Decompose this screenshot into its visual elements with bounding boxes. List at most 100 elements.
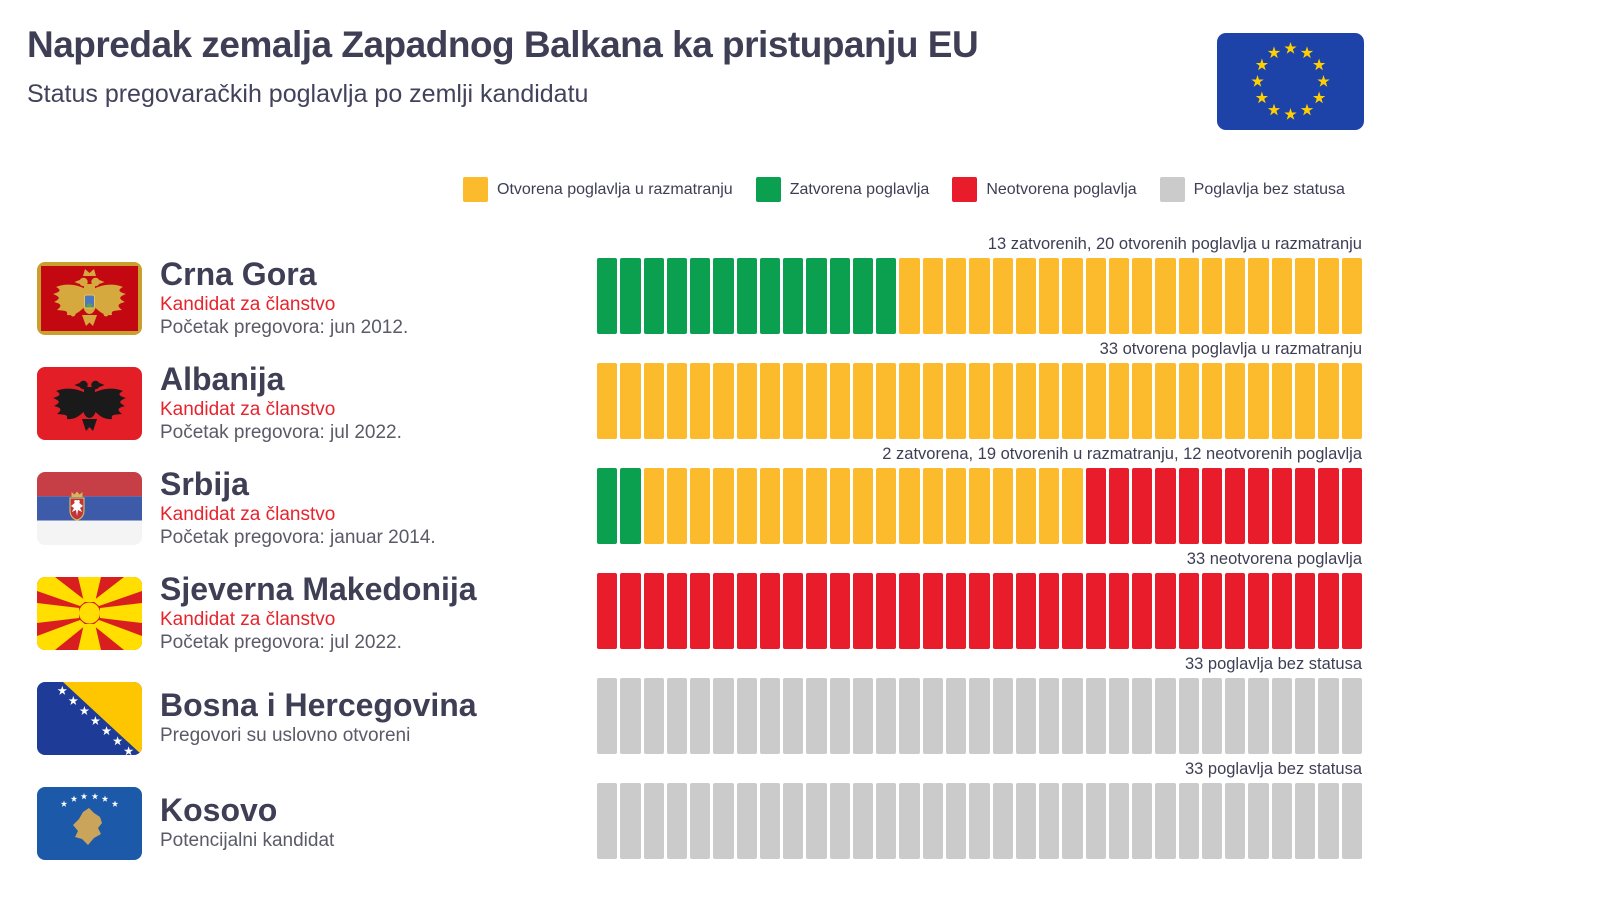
chapter-segment-no_status — [945, 678, 967, 754]
chapter-segment-open — [620, 363, 641, 439]
legend-item-open: Otvorena poglavlja u razmatranju — [463, 177, 733, 202]
legend-label: Poglavlja bez statusa — [1193, 180, 1345, 198]
chapter-segment-no_status — [1248, 783, 1269, 859]
chapter-segment-no_status — [736, 783, 757, 859]
country-status: Kandidat za članstvo — [160, 503, 336, 525]
chapter-segment-open — [736, 468, 757, 544]
chapter-segment-closed — [806, 258, 827, 334]
chapters-chart: 33 otvorena poglavlja u razmatranju — [597, 337, 1362, 442]
chapter-segment-no_status — [852, 678, 874, 754]
chapters-bar-sjeverna-makedonija — [597, 573, 1362, 649]
chapters-chart: 13 zatvorenih, 20 otvorenih poglavlja u … — [597, 232, 1362, 337]
chapter-segment-no_status — [806, 678, 827, 754]
chapter-segment-no_status — [759, 783, 781, 859]
chapters-chart: 33 neotvorena poglavlja — [597, 547, 1362, 652]
bar-annotation: 33 poglavlja bez statusa — [1184, 760, 1362, 778]
chapter-segment-closed — [643, 258, 664, 334]
page-subtitle: Status pregovaračkih poglavlja po zemlji… — [27, 80, 589, 108]
chapter-segment-unopened — [736, 573, 757, 649]
chapter-segment-no_status — [1132, 783, 1153, 859]
chapter-segment-no_status — [1318, 678, 1339, 754]
legend-label: Zatvorena poglavlja — [789, 180, 930, 198]
bar-annotation: 2 zatvorena, 19 otvorenih u razmatranju,… — [882, 445, 1362, 463]
legend-swatch-closed-icon — [755, 177, 781, 202]
country-info: Srbija Kandidat za članstvo Početak preg… — [160, 464, 436, 550]
chapter-segment-no_status — [1341, 783, 1362, 859]
chapter-segment-unopened — [922, 573, 943, 649]
chapter-segment-no_status — [992, 783, 1013, 859]
country-info: Crna Gora Kandidat za članstvo Početak p… — [160, 254, 408, 340]
chapter-segment-no_status — [1085, 678, 1106, 754]
chapter-segment-open — [1341, 258, 1362, 334]
chapter-segment-open — [922, 363, 943, 439]
chapter-segment-closed — [876, 258, 897, 334]
chapters-chart: 33 poglavlja bez statusa — [597, 757, 1362, 862]
chapter-segment-open — [1271, 363, 1292, 439]
chapter-segment-open — [1015, 363, 1037, 439]
chapter-segment-unopened — [1039, 573, 1060, 649]
chapter-segment-open — [1201, 258, 1223, 334]
chapter-segment-no_status — [666, 678, 688, 754]
albania-flag-icon — [37, 367, 142, 440]
chapter-segment-no_status — [1155, 783, 1176, 859]
chapter-segment-no_status — [992, 678, 1013, 754]
country-detail: Početak pregovora: jul 2022. — [160, 631, 402, 653]
chapter-segment-closed — [620, 468, 641, 544]
chapter-segment-open — [899, 363, 920, 439]
chapter-segment-open — [1039, 258, 1060, 334]
chapter-segment-open — [1132, 363, 1153, 439]
chapter-segment-no_status — [1039, 783, 1060, 859]
chapter-segment-open — [852, 468, 874, 544]
chapter-segment-open — [1225, 363, 1246, 439]
legend-swatch-open-icon — [463, 177, 488, 202]
chapter-segment-unopened — [1248, 468, 1269, 544]
country-info: Bosna i Hercegovina Pregovori su uslovno… — [160, 674, 477, 760]
chapters-bar-kosovo — [597, 783, 1362, 859]
chapter-segment-open — [992, 363, 1013, 439]
chapter-segment-unopened — [1294, 573, 1316, 649]
chapter-segment-open — [783, 468, 804, 544]
chapter-segment-no_status — [1015, 678, 1037, 754]
chapter-segment-unopened — [1318, 573, 1339, 649]
north-macedonia-flag-icon — [37, 577, 142, 650]
chapter-segment-open — [1132, 258, 1153, 334]
chapter-segment-closed — [597, 468, 618, 544]
chapter-segment-no_status — [1201, 678, 1223, 754]
chapter-segment-open — [1294, 258, 1316, 334]
chapter-segment-no_status — [1108, 783, 1130, 859]
chapter-segment-open — [643, 363, 664, 439]
bar-annotation: 33 neotvorena poglavlja — [1186, 550, 1362, 568]
chapter-segment-open — [643, 468, 664, 544]
chapter-segment-no_status — [690, 783, 711, 859]
chapter-segment-unopened — [1201, 468, 1223, 544]
chapter-segment-no_status — [759, 678, 781, 754]
chapter-segment-no_status — [643, 678, 664, 754]
chapter-segment-open — [1178, 258, 1199, 334]
chapter-segment-open — [899, 258, 920, 334]
chapter-segment-no_status — [969, 783, 990, 859]
chapter-segment-open — [1062, 258, 1083, 334]
chapter-segment-open — [759, 468, 781, 544]
chapter-segment-open — [922, 258, 943, 334]
chapter-segment-closed — [736, 258, 757, 334]
chapter-segment-no_status — [1248, 678, 1269, 754]
chapter-segment-no_status — [736, 678, 757, 754]
country-status: Kandidat za članstvo — [160, 293, 336, 315]
chapter-segment-open — [1108, 363, 1130, 439]
chapter-segment-open — [1085, 258, 1106, 334]
chapter-segment-no_status — [1294, 678, 1316, 754]
chapter-segment-open — [713, 363, 734, 439]
chapter-segment-open — [969, 258, 990, 334]
country-name: Albanija — [160, 360, 285, 397]
chapters-chart: 2 zatvorena, 19 otvorenih u razmatranju,… — [597, 442, 1362, 547]
chapter-segment-no_status — [1178, 678, 1199, 754]
chapter-segment-unopened — [1108, 573, 1130, 649]
chapter-segment-unopened — [1271, 468, 1292, 544]
chapter-segment-unopened — [969, 573, 990, 649]
chapter-segment-open — [829, 468, 850, 544]
chapter-segment-no_status — [876, 783, 897, 859]
chapter-segment-no_status — [1201, 783, 1223, 859]
country-detail: Početak pregovora: jun 2012. — [160, 316, 409, 338]
chapter-segment-unopened — [713, 573, 734, 649]
chapter-segment-no_status — [1039, 678, 1060, 754]
